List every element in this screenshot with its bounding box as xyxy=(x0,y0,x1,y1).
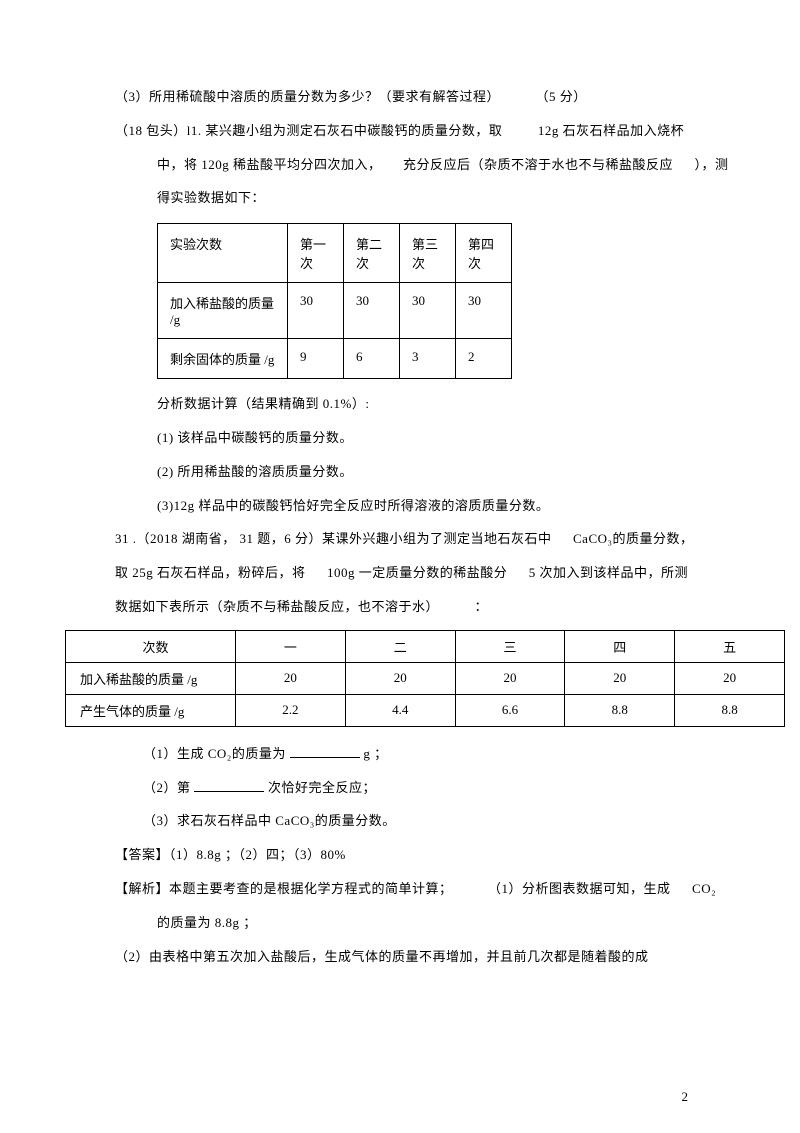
exp1c: CO₂ xyxy=(692,881,716,896)
t1-header-0: 实验次数 xyxy=(158,224,288,283)
experiment-table-2: 次数 一 二 三 四 五 加入稀盐酸的质量 /g 20 20 20 20 20 … xyxy=(65,630,785,727)
analysis-line: 分析数据计算（结果精确到 0.1%）: xyxy=(115,387,750,421)
t1-header-2: 第二次 xyxy=(344,224,400,283)
q31b: CaCO₃的质量分数， xyxy=(573,531,694,546)
q31e: 5 次加入到该样品中，所测 xyxy=(529,565,688,580)
t2-r2-2: 4.4 xyxy=(345,694,455,726)
explanation-line3: （2）由表格中第五次加入盐酸后，生成气体的质量不再增加，并且前几次都是随着酸的成 xyxy=(115,940,750,974)
t2-r1-1: 20 xyxy=(236,662,346,694)
bq1b: g ； xyxy=(363,746,387,761)
t1-r2-1: 9 xyxy=(288,339,344,379)
experiment-table-1: 实验次数 第一次 第二次 第三次 第四次 加入稀盐酸的质量 /g 30 30 3… xyxy=(157,223,512,379)
q31f: 数据如下表所示（杂质不与稀盐酸反应，也不溶于水） xyxy=(115,599,439,614)
q31c: 取 25g 石灰石样品，粉碎后，将 xyxy=(115,565,306,580)
bottom-q2: （2）第 次恰好完全反应； xyxy=(115,771,750,805)
p18d: 充分反应后（杂质不溶于水也不与稀盐酸反应 xyxy=(403,157,673,172)
t1-r1-1: 30 xyxy=(288,283,344,339)
t2-r2-1: 2.2 xyxy=(236,694,346,726)
bq2b: 次恰好完全反应； xyxy=(268,780,376,795)
t2-h3: 三 xyxy=(455,630,565,662)
t1-r1-2: 30 xyxy=(344,283,400,339)
q31-line3: 数据如下表所示（杂质不与稀盐酸反应，也不溶于水） ： xyxy=(115,590,750,624)
t2-r1-2: 20 xyxy=(345,662,455,694)
t2-r1-4: 20 xyxy=(565,662,675,694)
t1r1b: /g xyxy=(170,312,180,327)
bq2a: （2）第 xyxy=(143,780,191,795)
q3-text: （3）所用稀硫酸中溶质的质量分数为多少？（要求有解答过程） xyxy=(115,89,500,104)
t2-h1: 一 xyxy=(236,630,346,662)
t1r1a: 加入稀盐酸的质量 xyxy=(170,296,274,311)
p18f: 得实验数据如下： xyxy=(157,190,265,205)
t2-h0: 次数 xyxy=(66,630,236,662)
t2-h5: 五 xyxy=(675,630,785,662)
t1-row1-label: 加入稀盐酸的质量 /g xyxy=(158,283,288,339)
t2-r1-3: 20 xyxy=(455,662,565,694)
t2-r2-5: 8.8 xyxy=(675,694,785,726)
t2-r1-label: 加入稀盐酸的质量 /g xyxy=(66,662,236,694)
exp1a: 【解析】本题主要考查的是根据化学方程式的简单计算； xyxy=(115,881,453,896)
t1-row2-label: 剩余固体的质量 /g xyxy=(158,339,288,379)
q31g: ： xyxy=(475,599,489,614)
exp1b: （1）分析图表数据可知，生成 xyxy=(488,881,671,896)
bq1a: （1）生成 CO₂的质量为 xyxy=(143,746,286,761)
t2-h2: 二 xyxy=(345,630,455,662)
t1-r2-4: 2 xyxy=(456,339,512,379)
t2-r2-label: 产生气体的质量 /g xyxy=(66,694,236,726)
q31-line2: 取 25g 石灰石样品，粉碎后，将 100g 一定质量分数的稀盐酸分 5 次加入… xyxy=(115,556,750,590)
t1-r2-2: 6 xyxy=(344,339,400,379)
blank-2 xyxy=(194,779,264,792)
mid-q2: (2) 所用稀盐酸的溶质质量分数。 xyxy=(115,455,750,489)
mid-q1: (1) 该样品中碳酸钙的质量分数。 xyxy=(115,421,750,455)
bottom-q3: （3）求石灰石样品中 CaCO₃的质量分数。 xyxy=(115,804,750,838)
t1-r1-3: 30 xyxy=(400,283,456,339)
p18-line3: 得实验数据如下： xyxy=(115,181,750,215)
t1-header-1: 第一次 xyxy=(288,224,344,283)
page-number: 2 xyxy=(682,1089,689,1105)
q31a: 31 .（2018 湖南省， 31 题，6 分）某课外兴趣小组为了测定当地石灰石… xyxy=(115,531,552,546)
question-3-line: （3）所用稀硫酸中溶质的质量分数为多少？（要求有解答过程） （5 分） xyxy=(115,80,750,114)
t1-header-3: 第三次 xyxy=(400,224,456,283)
p18-line2: 中，将 120g 稀盐酸平均分四次加入， 充分反应后（杂质不溶于水也不与稀盐酸反… xyxy=(115,148,750,182)
q3-score: （5 分） xyxy=(536,89,587,104)
bottom-q1: （1）生成 CO₂的质量为 g ； xyxy=(115,737,750,771)
t2-r1-5: 20 xyxy=(675,662,785,694)
t2-h4: 四 xyxy=(565,630,675,662)
t2-r2-4: 8.8 xyxy=(565,694,675,726)
p18a: （18 包头）l1. 某兴趣小组为测定石灰石中碳酸钙的质量分数，取 xyxy=(115,123,502,138)
mid-q3: (3)12g 样品中的碳酸钙恰好完全反应时所得溶液的溶质质量分数。 xyxy=(115,489,750,523)
q31-line1: 31 .（2018 湖南省， 31 题，6 分）某课外兴趣小组为了测定当地石灰石… xyxy=(115,522,750,556)
t1-header-4: 第四次 xyxy=(456,224,512,283)
p18-line1: （18 包头）l1. 某兴趣小组为测定石灰石中碳酸钙的质量分数，取 12g 石灰… xyxy=(115,114,750,148)
p18b: 12g 石灰石样品加入烧杯 xyxy=(538,123,684,138)
answer-line: 【答案】（1）8.8g ；（2）四；（3）80% xyxy=(115,838,750,872)
p18e: ），测 xyxy=(695,157,729,172)
t1-r2-3: 3 xyxy=(400,339,456,379)
t2-r2-3: 6.6 xyxy=(455,694,565,726)
explanation-line2: 的质量为 8.8g ； xyxy=(115,906,750,940)
q31d: 100g 一定质量分数的稀盐酸分 xyxy=(327,565,507,580)
blank-1 xyxy=(290,745,360,758)
t1-r1-4: 30 xyxy=(456,283,512,339)
p18c: 中，将 120g 稀盐酸平均分四次加入， xyxy=(157,157,382,172)
explanation-line1: 【解析】本题主要考查的是根据化学方程式的简单计算； （1）分析图表数据可知，生成… xyxy=(115,872,750,906)
